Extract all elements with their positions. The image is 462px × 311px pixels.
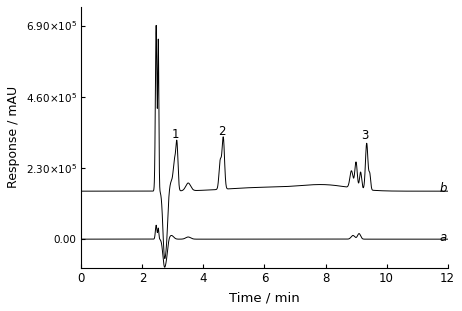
- Text: 2: 2: [218, 125, 225, 138]
- Text: a: a: [440, 231, 447, 244]
- Y-axis label: Response / mAU: Response / mAU: [7, 86, 20, 188]
- Text: b: b: [440, 182, 447, 195]
- Text: 1: 1: [172, 128, 179, 141]
- Text: 3: 3: [361, 129, 369, 142]
- X-axis label: Time / min: Time / min: [229, 291, 300, 304]
